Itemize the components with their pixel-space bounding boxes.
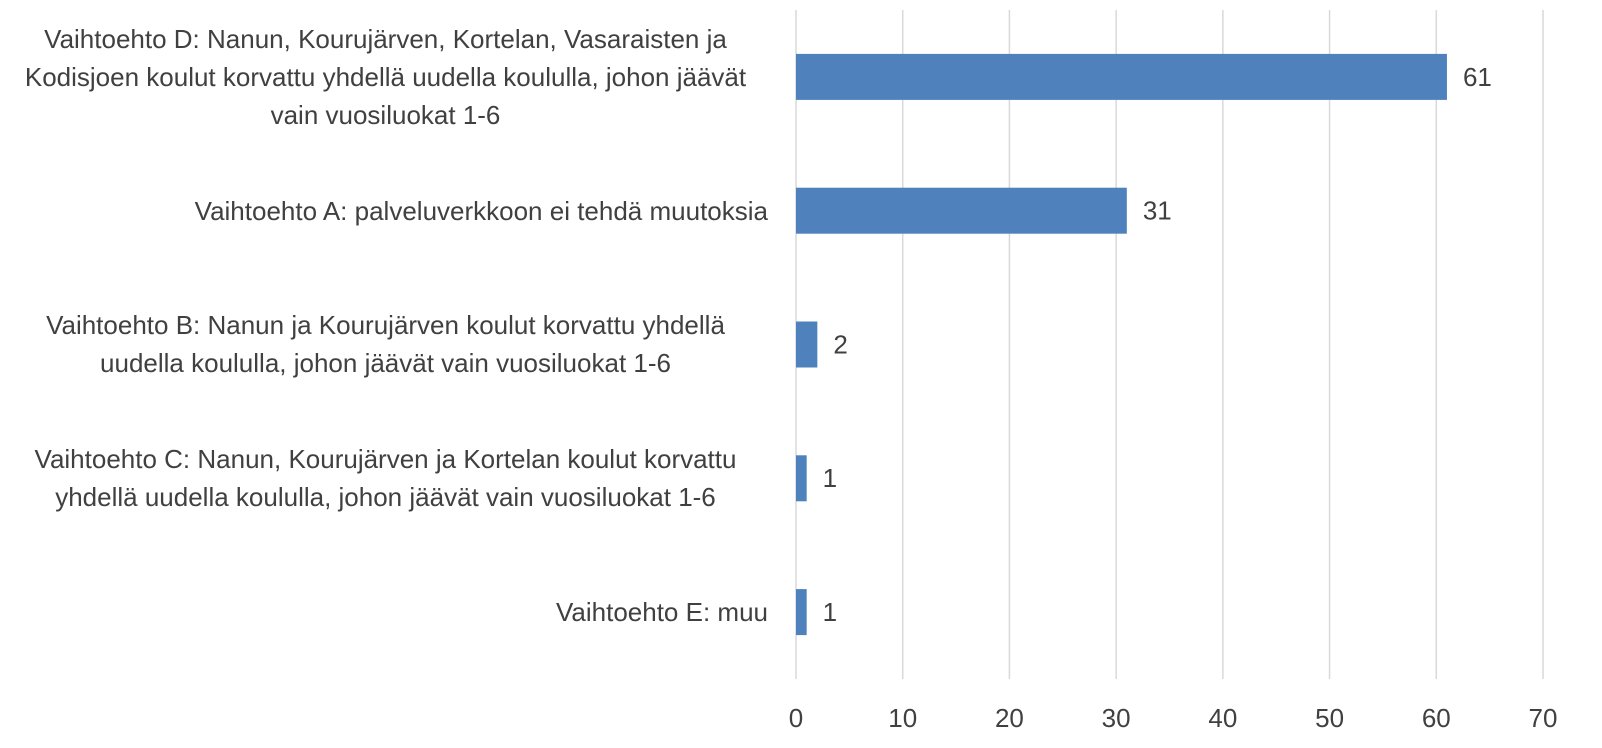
category-label: Vaihtoehto C: Nanun, Kourujärven ja Kort…	[0, 411, 768, 545]
x-tick-label: 70	[1529, 703, 1558, 733]
bar	[796, 589, 807, 636]
category-label: Vaihtoehto D: Nanun, Kourujärven, Kortel…	[0, 10, 768, 144]
x-tick-label: 60	[1422, 703, 1451, 733]
value-label: 1	[823, 463, 837, 493]
x-tick-label: 20	[995, 703, 1024, 733]
value-label: 1	[823, 597, 837, 627]
x-tick-label: 30	[1102, 703, 1131, 733]
bar	[796, 455, 807, 502]
x-tick-label: 40	[1208, 703, 1237, 733]
value-label: 2	[833, 329, 847, 359]
x-tick-label: 0	[789, 703, 803, 733]
x-tick-label: 50	[1315, 703, 1344, 733]
category-text: Vaihtoehto E: muu	[556, 597, 768, 628]
bar	[796, 187, 1127, 234]
category-label: Vaihtoehto E: muu	[0, 545, 768, 679]
category-text: Vaihtoehto A: palveluverkkoon ei tehdä m…	[194, 195, 768, 226]
category-label: Vaihtoehto A: palveluverkkoon ei tehdä m…	[0, 144, 768, 278]
category-text: Vaihtoehto B: Nanun ja Kourujärven koulu…	[46, 310, 725, 379]
value-label: 31	[1143, 196, 1172, 226]
bar	[796, 321, 818, 368]
category-text: Vaihtoehto D: Nanun, Kourujärven, Kortel…	[24, 23, 747, 130]
x-tick-label: 10	[888, 703, 917, 733]
category-text: Vaihtoehto C: Nanun, Kourujärven ja Kort…	[34, 444, 737, 513]
category-label: Vaihtoehto B: Nanun ja Kourujärven koulu…	[0, 278, 768, 412]
value-label: 61	[1463, 62, 1492, 92]
bar	[796, 53, 1447, 100]
